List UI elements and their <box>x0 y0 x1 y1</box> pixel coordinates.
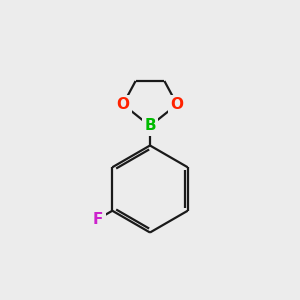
Text: B: B <box>144 118 156 134</box>
Text: O: O <box>116 97 130 112</box>
Text: F: F <box>93 212 103 226</box>
Text: O: O <box>170 97 184 112</box>
